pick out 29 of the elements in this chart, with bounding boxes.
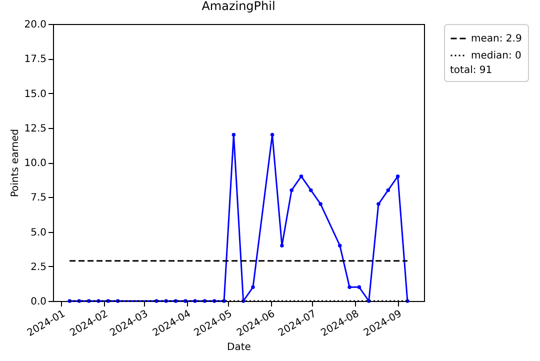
y-tick-label: 20.0 [24,20,46,30]
y-tick-label: 10.0 [24,158,46,169]
y-tick-label: 2.5 [30,262,46,273]
point [232,132,236,137]
x-axis-title: Date [227,342,251,354]
text: total: 91 [450,65,492,76]
point [270,132,274,137]
point [299,174,304,178]
y-tick-label: 5.0 [30,227,46,238]
point [376,202,380,206]
legend-label: mean: 2.9 [471,34,522,44]
point [318,202,322,206]
point [309,188,313,192]
y-tick-label: 15.0 [24,88,46,100]
point [357,285,362,290]
y-tick-label: 12.5 [24,123,46,134]
point [386,188,390,192]
y-tick-label: 17.5 [24,54,46,66]
point [348,285,352,290]
legend-label: median: 0 [471,50,522,62]
point [290,188,294,192]
point [338,244,342,248]
y-tick-label: 7.5 [30,192,46,204]
point [251,285,255,290]
y-tick-label: 0.0 [30,296,46,308]
chart-title: AmazingPhil [202,0,276,13]
point [280,244,284,248]
point [396,174,400,178]
y-axis-title: Points earned [10,128,22,198]
